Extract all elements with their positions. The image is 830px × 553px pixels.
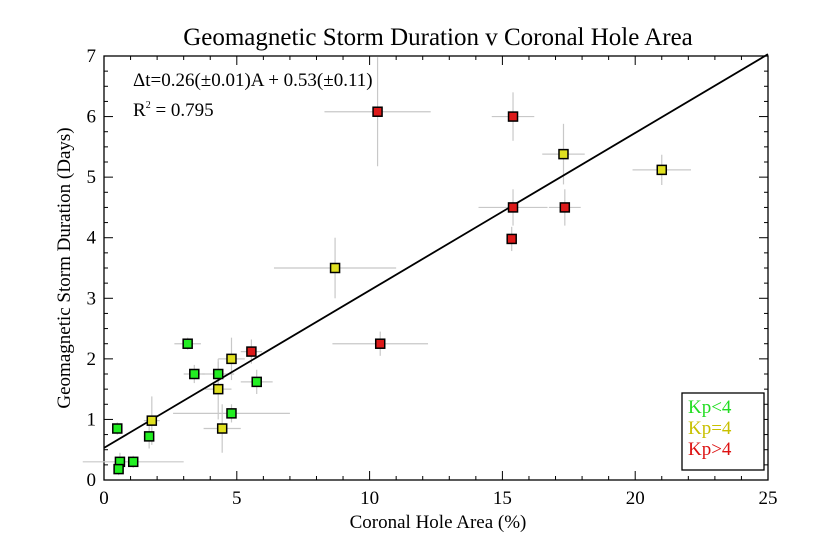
- annotation-equation: Δt=0.26(±0.01)A + 0.53(±0.11): [133, 70, 373, 91]
- data-point-kp-gt-4: [374, 338, 386, 349]
- chart-title: Geomagnetic Storm Duration v Coronal Hol…: [183, 24, 693, 51]
- y-tick-label: 2: [87, 349, 97, 370]
- data-point-kp-lt-4: [251, 376, 262, 388]
- data-point-kp-eq-4: [558, 148, 569, 160]
- data-point-kp-lt-4: [189, 368, 200, 380]
- x-tick-label: 0: [99, 488, 109, 509]
- y-tick-label: 4: [87, 228, 97, 249]
- y-axis-label: Geomagnetic Storm Duration (Days): [54, 127, 75, 408]
- legend: Kp<4Kp=4Kp>4: [681, 392, 765, 471]
- data-point-kp-gt-4: [506, 233, 517, 245]
- data-point-kp-gt-4: [559, 202, 571, 213]
- legend-entry: Kp=4: [688, 418, 732, 439]
- data-point-kp-eq-4: [146, 415, 158, 426]
- y-tick-label: 1: [87, 409, 97, 430]
- data-point-kp-lt-4: [143, 431, 155, 442]
- y-tick-label: 6: [87, 107, 97, 128]
- x-tick-label: 5: [232, 488, 242, 509]
- data-point-kp-eq-4: [212, 383, 224, 395]
- y-tick-label: 0: [87, 470, 97, 491]
- axes: 0 5 10 15 20 25 0 1 2 3 4 5 6 7: [87, 46, 778, 509]
- x-tick-label: 15: [493, 488, 512, 509]
- data-point-kp-lt-4: [212, 368, 224, 380]
- x-tick-label: 25: [759, 488, 778, 509]
- y-tick-label: 5: [87, 167, 97, 188]
- data-point-kp-gt-4: [507, 202, 519, 213]
- data-point-kp-gt-4: [372, 106, 383, 117]
- x-tick-label: 20: [626, 488, 645, 509]
- data-points: [112, 106, 668, 475]
- x-axis-label: Coronal Hole Area (%): [350, 512, 527, 533]
- data-point-kp-lt-4: [127, 456, 139, 468]
- legend-box: [681, 392, 765, 471]
- y-tick-label: 3: [87, 288, 97, 309]
- legend-entry: Kp>4: [688, 439, 732, 460]
- data-point-kp-eq-4: [329, 262, 341, 274]
- data-point-kp-lt-4: [113, 463, 124, 475]
- legend-entry: Kp<4: [688, 397, 732, 418]
- data-point-kp-lt-4: [182, 338, 193, 349]
- data-point-kp-eq-4: [656, 164, 668, 176]
- y-tick-label: 7: [87, 46, 97, 67]
- r-squared-superscript: 2: [146, 100, 151, 111]
- x-tick-label: 10: [360, 488, 379, 509]
- data-point-kp-gt-4: [246, 346, 257, 357]
- r-squared-value: = 0.795: [151, 100, 214, 121]
- data-point-kp-gt-4: [507, 111, 519, 122]
- fit-line: [103, 53, 769, 449]
- data-point-kp-lt-4: [112, 423, 123, 434]
- data-point-kp-eq-4: [216, 423, 228, 434]
- data-point-kp-lt-4: [226, 408, 237, 419]
- r-squared-base: R: [133, 100, 146, 121]
- fit-line-group: [103, 53, 769, 449]
- annotation-r-squared: R2 = 0.795: [133, 100, 214, 121]
- data-point-kp-eq-4: [226, 353, 237, 365]
